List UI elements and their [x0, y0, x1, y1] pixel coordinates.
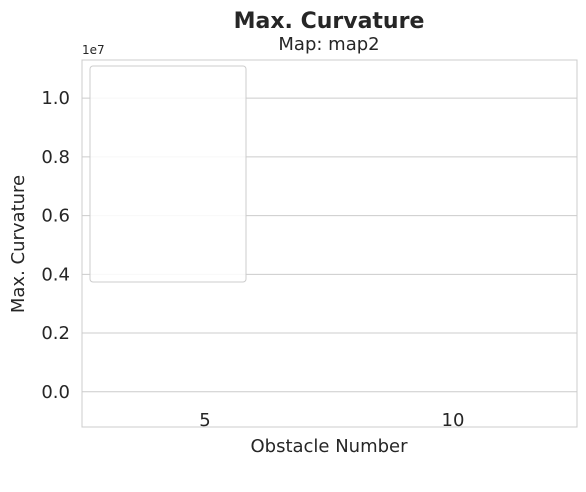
y-tick-label: 1.0 [41, 88, 70, 109]
x-tick-labels: 5 10 [199, 410, 464, 431]
legend [89, 65, 247, 283]
y-tick-label: 0.2 [41, 323, 70, 344]
x-tick-label: 10 [442, 410, 465, 431]
x-tick-label: 5 [199, 410, 210, 431]
y-axis-label: Max. Curvature [8, 175, 29, 313]
y-tick-label: 0.4 [41, 264, 70, 285]
chart-subtitle: Map: map2 [278, 34, 379, 55]
chart-title: Max. Curvature [234, 9, 425, 34]
y-tick-label: 0.6 [41, 206, 70, 227]
y-offset-label: 1e7 [82, 43, 105, 57]
y-tick-labels: 0.0 0.2 0.4 0.6 0.8 1.0 [41, 88, 70, 403]
x-axis-label: Obstacle Number [250, 436, 408, 457]
y-tick-label: 0.0 [41, 382, 70, 403]
y-tick-label: 0.8 [41, 147, 70, 168]
legend-box [89, 65, 247, 283]
